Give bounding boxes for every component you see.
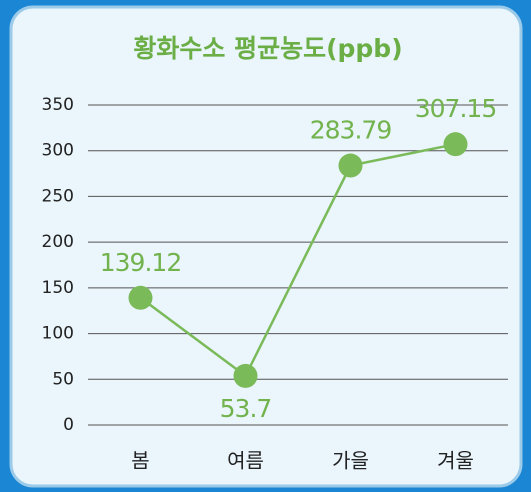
panel [9,5,523,488]
x-tick-label: 봄 [131,449,149,473]
x-tick-label: 겨울 [437,449,474,473]
value-label: 53.7 [220,394,272,423]
y-tick-label: 100 [42,324,74,344]
y-tick-label: 350 [42,95,74,115]
x-tick-label: 가을 [332,449,369,473]
y-tick-label: 0 [63,415,74,435]
y-tick-label: 150 [42,278,74,298]
y-tick-label: 250 [42,186,74,206]
value-label: 283.79 [310,116,392,145]
chart-title: 황화수소 평균농도(ppb) [133,34,402,63]
x-tick-label: 여름 [227,449,264,473]
line [139,142,456,378]
y-tick-label: 300 [42,141,74,161]
marker [128,285,153,310]
y-tick-label: 50 [52,369,74,389]
marker [443,132,468,157]
value-label: 307.15 [415,94,496,123]
value-label: 139.12 [100,248,181,277]
y-tick-label: 200 [42,232,74,252]
marker [338,153,363,178]
marker [233,363,258,388]
